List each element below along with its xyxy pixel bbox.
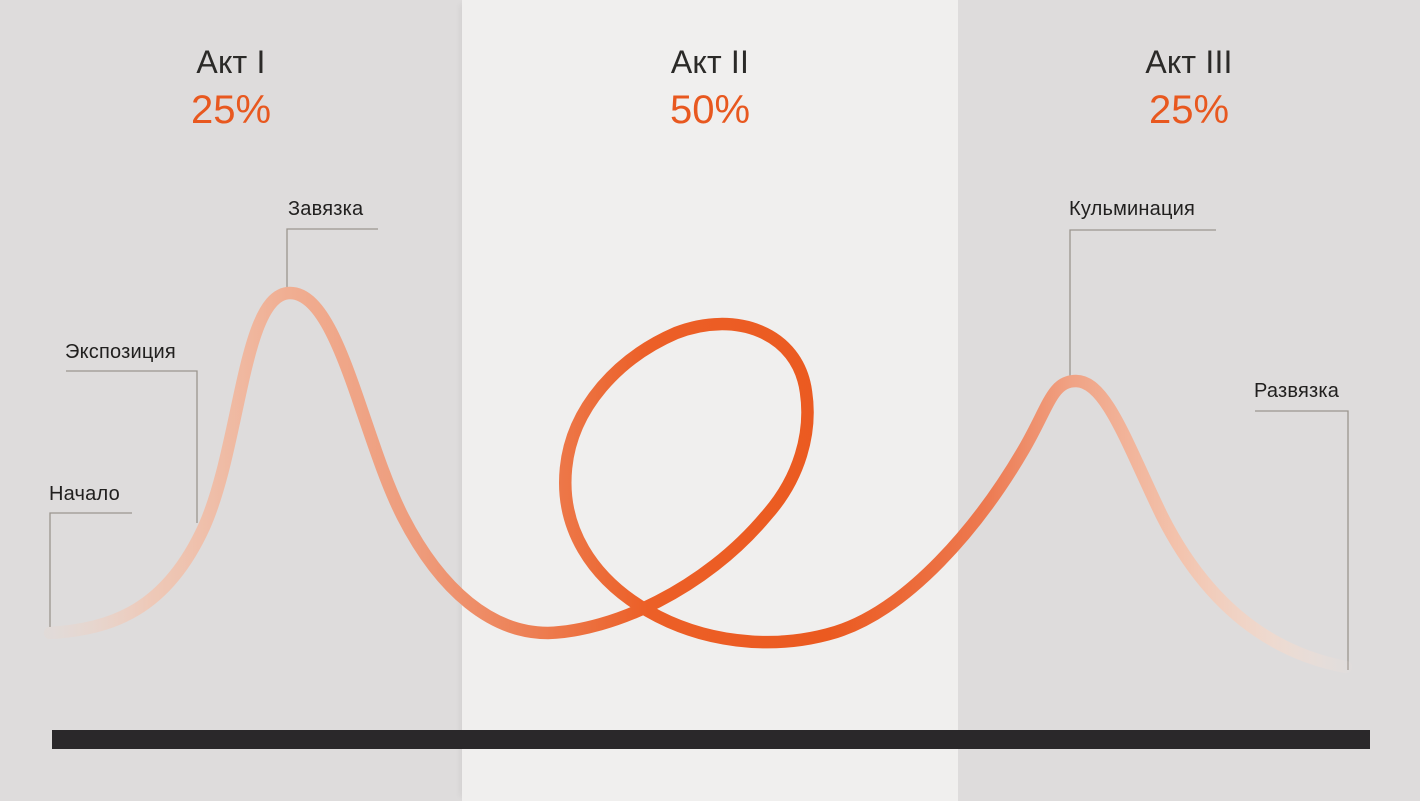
- act-1-header: Акт I 25%: [0, 44, 462, 132]
- story-curve-path: [43, 286, 1353, 674]
- act-2-percent: 50%: [669, 88, 751, 132]
- milestone-label-nachalo: Начало: [49, 483, 120, 505]
- milestone-label-razvyazka: Развязка: [1254, 380, 1340, 402]
- milestone-label-zavyazka: Завязка: [288, 198, 364, 220]
- band-act-2: [462, 0, 958, 801]
- act-1-percent: 25%: [190, 88, 272, 132]
- milestone-label-kulminatsiya: Кульминация: [1069, 198, 1196, 220]
- act-2-title: Акт II: [670, 44, 750, 80]
- connector-kulminatsiya: [1069, 229, 1216, 378]
- band-act-1: [0, 0, 462, 801]
- act-2-header: Акт II 50%: [462, 44, 958, 132]
- connector-ekspozitsiya: [66, 370, 198, 523]
- connector-razvyazka: [1255, 410, 1349, 670]
- milestone-label-ekspozitsiya: Экспозиция: [65, 341, 176, 363]
- connector-zavyazka: [286, 228, 378, 293]
- act-3-header: Акт III 25%: [958, 44, 1420, 132]
- act-3-title: Акт III: [1145, 44, 1233, 80]
- act-1-title: Акт I: [196, 44, 266, 80]
- timeline-bar: [52, 730, 1370, 749]
- connector-nachalo: [49, 512, 132, 627]
- act-3-percent: 25%: [1148, 88, 1230, 132]
